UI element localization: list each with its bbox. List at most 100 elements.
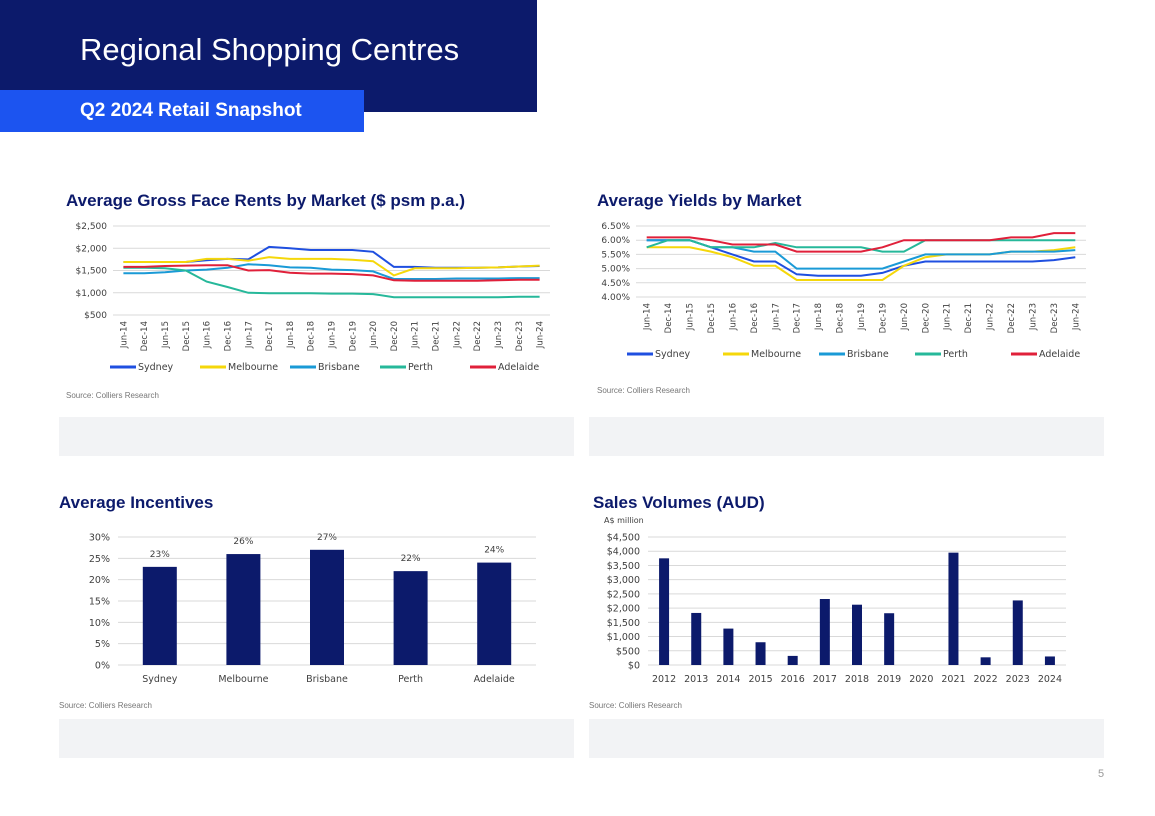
y-tick-label: $4,000	[607, 547, 640, 558]
incentives-source: Source: Colliers Research	[59, 701, 152, 710]
y-tick-label: 5%	[95, 639, 110, 650]
bar	[1012, 600, 1023, 665]
bar	[1044, 656, 1055, 665]
x-tick-label: 2021	[941, 674, 965, 685]
x-tick-label: Sydney	[142, 674, 178, 685]
y-tick-label: $2,500	[76, 222, 108, 232]
series-line-melbourne	[123, 256, 540, 277]
x-tick-label: Dec-19	[348, 321, 358, 351]
x-tick-label: 2020	[909, 674, 933, 685]
legend-label: Brisbane	[318, 362, 360, 373]
x-tick-label: Jun-17	[771, 303, 781, 331]
x-tick-label: 2014	[716, 674, 740, 685]
sales-source: Source: Colliers Research	[589, 701, 682, 710]
yields-source: Source: Colliers Research	[597, 386, 690, 395]
x-tick-label: 2013	[684, 674, 708, 685]
y-tick-label: $2,500	[607, 589, 640, 600]
x-tick-label: 2016	[781, 674, 805, 685]
yields-chart: 4.00% 4.50% 5.00% 5.50% 6.00% 6.50% Jun-14 Dec-…	[601, 222, 1086, 360]
bar	[310, 549, 344, 665]
y-tick-label: $500	[616, 646, 640, 657]
y-tick-label: 0%	[95, 661, 110, 672]
x-tick-label: Jun-21	[943, 303, 953, 331]
bar-value-label: 22%	[401, 554, 421, 564]
x-tick-label: Dec-21	[432, 321, 442, 351]
x-tick-label: Dec-19	[878, 303, 888, 333]
y-tick-label: 5.50%	[601, 250, 630, 260]
rents-source: Source: Colliers Research	[66, 391, 159, 400]
y-tick-label: $1,000	[76, 289, 108, 299]
legend-label: Perth	[943, 349, 968, 360]
page-title: Regional Shopping Centres	[80, 32, 460, 67]
rents-chart-title: Average Gross Face Rents by Market ($ ps…	[66, 191, 466, 210]
bar-value-label: 24%	[484, 546, 504, 556]
x-tick-label: Adelaide	[474, 674, 515, 685]
page-subtitle: Q2 2024 Retail Snapshot	[80, 100, 302, 121]
bar	[659, 558, 670, 665]
bar-value-label: 23%	[150, 550, 170, 560]
x-tick-label: Dec-22	[473, 321, 483, 351]
x-tick-label: Melbourne	[218, 674, 268, 685]
bar	[980, 657, 991, 665]
bar	[142, 566, 177, 665]
y-tick-label: 6.50%	[601, 222, 630, 232]
x-tick-label: 2012	[652, 674, 676, 685]
sales-note-box	[589, 719, 1104, 758]
bar	[852, 604, 862, 665]
y-tick-label: 10%	[89, 618, 110, 629]
x-tick-label: 2023	[1006, 674, 1030, 685]
legend-label: Adelaide	[1039, 349, 1080, 360]
x-tick-label: Dec-14	[140, 321, 150, 351]
x-tick-label: Jun-16	[203, 321, 213, 349]
x-tick-label: Jun-18	[814, 303, 824, 331]
bar	[723, 628, 734, 665]
x-tick-label: 2017	[813, 674, 837, 685]
x-tick-label: Dec-22	[1007, 303, 1017, 333]
y-tick-label: $4,500	[607, 533, 640, 544]
page-number: 5	[1098, 768, 1105, 780]
bar-value-label: 26%	[233, 537, 253, 547]
y-tick-label: $500	[84, 311, 107, 321]
x-tick-label: Perth	[398, 674, 423, 685]
y-tick-label: 20%	[89, 575, 110, 586]
legend-label: Adelaide	[498, 362, 539, 373]
series-line-perth	[123, 266, 540, 299]
series-line-adelaide	[123, 264, 540, 282]
bar	[755, 642, 766, 665]
y-tick-label: 25%	[89, 554, 110, 565]
series-line-adelaide	[646, 232, 1076, 253]
x-tick-label: Dec-18	[836, 303, 846, 333]
x-tick-label: Jun-15	[161, 321, 171, 349]
x-tick-label: Jun-23	[1028, 303, 1038, 331]
y-tick-label: 30%	[89, 533, 110, 544]
series-line-sydney	[646, 239, 1076, 277]
y-tick-label: $2,000	[76, 244, 108, 254]
y-tick-label: $2,000	[607, 604, 640, 615]
y-tick-label: $1,500	[76, 267, 108, 277]
yields-note-box	[589, 417, 1104, 456]
rents-note-box	[59, 417, 574, 456]
legend-label: Sydney	[138, 362, 174, 373]
x-tick-label: Dec-16	[750, 303, 760, 333]
y-tick-label: $3,500	[607, 561, 640, 572]
y-tick-label: 4.50%	[601, 279, 630, 289]
legend-label: Sydney	[655, 349, 691, 360]
x-tick-label: Jun-14	[119, 321, 129, 349]
x-tick-label: Jun-22	[986, 303, 996, 331]
incentives-note-box	[59, 719, 574, 758]
series-line-perth	[646, 239, 1076, 253]
x-tick-label: Jun-21	[411, 321, 421, 349]
bar	[787, 655, 798, 665]
x-tick-label: Jun-18	[286, 321, 296, 349]
series-line-brisbane	[123, 263, 540, 280]
bar	[477, 562, 512, 665]
subtitle-bar: Q2 2024 Retail Snapshot	[0, 90, 364, 132]
bar	[884, 613, 895, 665]
x-tick-label: 2019	[877, 674, 901, 685]
legend-label: Melbourne	[228, 362, 278, 373]
x-tick-label: Dec-21	[964, 303, 974, 333]
x-tick-label: Jun-19	[328, 321, 338, 349]
x-tick-label: Jun-20	[900, 303, 910, 331]
rents-chart: $500 $1,000 $1,500 $2,000 $2,500 Jun-14 Dec-14…	[76, 222, 550, 373]
x-tick-label: Jun-17	[244, 321, 254, 349]
